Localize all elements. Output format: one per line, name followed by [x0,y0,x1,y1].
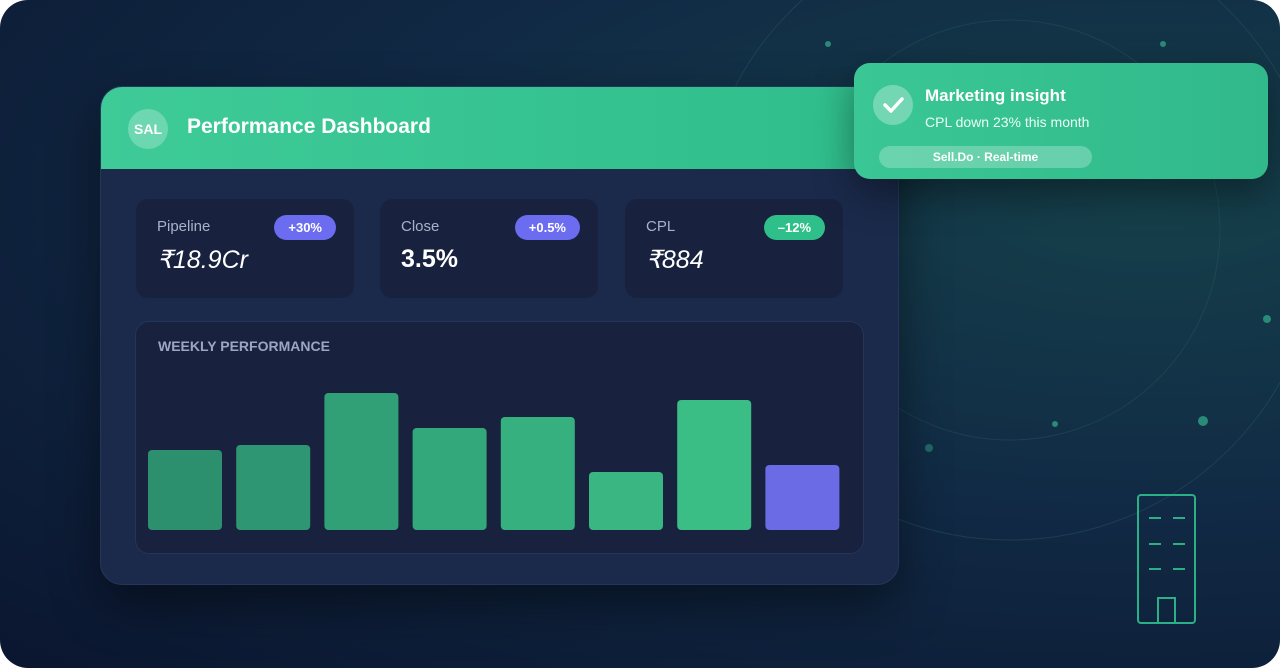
chart-title: WEEKLY PERFORMANCE [158,338,330,354]
kpi-label: Close [401,218,440,235]
kpi-value: ₹884 [646,246,704,274]
bar [412,428,487,530]
bar [589,472,663,530]
dashboard-card: SAL Performance Dashboard Pipeline ₹18.9… [100,86,899,585]
bar [148,450,222,530]
kpi-value: ₹18.9Cr [157,246,248,274]
check-mark [883,97,904,113]
notification-tag: Sell.Do · Real-time [879,146,1092,168]
kpi-badge: +0.5% [514,215,580,240]
check-icon [873,85,913,125]
bar [324,393,399,530]
dashboard-title: Performance Dashboard [187,115,431,138]
kpi-label: Pipeline [157,218,211,235]
bar [500,417,575,530]
kpi-card: Pipeline ₹18.9Cr +30% [136,199,354,298]
notification: Marketing insight CPL down 23% this mont… [854,63,1268,179]
notification-title: Marketing insight [925,86,1066,105]
bar [236,445,311,530]
kpi-badge: +30% [274,215,336,240]
card-header: SAL Performance Dashboard [101,87,898,169]
kpi-badge: –12% [763,215,825,240]
kpi-card: CPL ₹884 –12% [625,199,843,298]
avatar: SAL [128,109,168,149]
bar [677,400,752,530]
kpi-value: 3.5% [401,245,458,273]
kpi-card: Close 3.5% +0.5% [380,199,598,298]
chart-panel: WEEKLY PERFORMANCE [135,321,864,554]
bar [765,465,840,530]
kpi-label: CPL [646,218,676,235]
bar-chart [148,393,840,530]
notification-text: CPL down 23% this month [925,114,1090,130]
